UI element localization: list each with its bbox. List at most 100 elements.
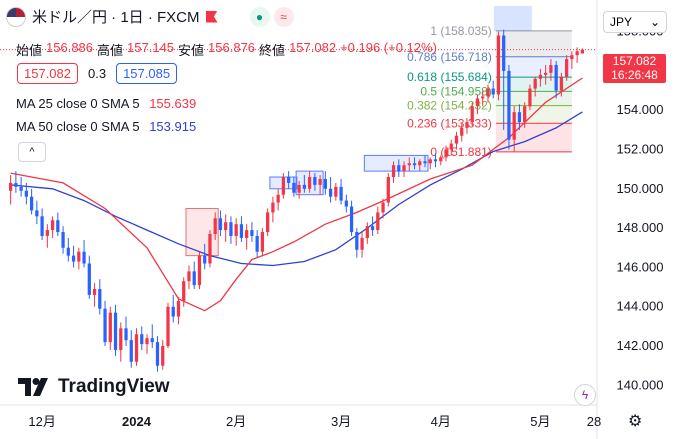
candle-body [182,281,186,301]
ma25-line [10,77,583,312]
candle-body [507,70,511,140]
candle-body [239,224,244,238]
candle-body [29,196,34,211]
candle-body [565,59,569,77]
low-label: 安値 [178,43,205,58]
time-tick-label: 4月 [431,414,451,429]
candle-body [297,184,301,193]
time-tick-label: 5月 [530,414,550,429]
candle-body [145,338,149,345]
candle-body [533,78,537,89]
candle-body [349,206,354,233]
sell-button[interactable]: 157.082 [17,63,78,84]
wave-icon[interactable]: ≈ [273,6,294,27]
tradingview-mark-icon [18,378,48,396]
candle-body [439,157,443,162]
price-tick-label: 140.000 [617,377,664,392]
change-value: +0.196 (+0.12%) [340,40,437,55]
candle-body [360,237,364,250]
candle-body [98,289,102,309]
lightning-icon[interactable]: ϟ [574,384,596,406]
price-tick-label: 152.000 [617,142,664,157]
candle-body [502,35,506,71]
candle-body [276,194,280,203]
candle-body [134,334,139,362]
price-tick-label: 150.000 [617,181,664,196]
us-flag-icon [6,6,26,27]
candle-body [129,340,133,362]
candle-body [418,161,422,166]
collapse-legend-button[interactable]: ^ [18,142,46,162]
candle-body [19,186,23,191]
candle-body [87,263,91,295]
chart-header: 米ドル／円 · 1日 · FXCM ● ≈ [6,6,294,27]
candle-body [213,218,217,235]
close-value: 157.082 [289,40,337,55]
ma25-legend[interactable]: MA 25 close 0 SMA 5 155.639 [16,96,196,111]
candle-body [108,312,112,343]
candle-body [302,184,306,189]
open-label: 始値 [16,43,43,58]
fib-level-label: 1 (158.035) [430,24,491,38]
candle-body [538,74,543,79]
range-box [185,207,219,257]
ma50-legend[interactable]: MA 50 close 0 SMA 5 153.915 [16,119,196,134]
candle-body [344,200,348,207]
fib-zone [495,91,572,106]
candle-body [355,232,359,250]
candle-body [376,212,380,231]
candle-body [449,143,453,150]
price-tick-label: 146.000 [617,259,664,274]
gear-icon[interactable]: ⚙ [628,413,643,430]
candle-body [391,165,396,178]
candle-body [245,230,249,238]
candle-body [124,328,128,341]
candle-body [386,177,390,203]
open-value: 156.886 [46,40,94,55]
candle-body [77,251,81,262]
candle-body [50,220,55,231]
candle-body [313,177,317,185]
fib-level-label: 0.236 (153.333) [407,116,492,130]
dot-icon[interactable]: ● [249,6,270,27]
candle-body [119,328,123,350]
candle-body [370,226,375,231]
candle-body [229,222,233,236]
candle-body [224,222,228,231]
candle-body [161,346,165,366]
price-tick-label: 154.000 [617,102,664,117]
candle-body [323,178,327,189]
candle-body [402,165,406,172]
ma50-value: 153.915 [149,119,197,134]
ma25-value: 155.639 [149,96,197,111]
currency-selector[interactable]: JPY ⌄ [603,11,667,33]
candle-body [187,271,191,282]
candle-body [423,161,427,164]
fib-level-label: 0.5 (154.958) [420,84,491,98]
candle-body [559,76,564,91]
candle-body [82,251,86,264]
candle-body [334,186,338,197]
time-tick-label: 28 [587,414,601,429]
high-label: 高値 [97,43,124,58]
ohlc-legend: 始値 156.886 高値 157.145 安値 156.876 終値 157.… [16,40,437,59]
candle-body [523,106,527,122]
candle-body [281,177,286,195]
fib-level-label: 0.786 (156.718) [407,50,492,64]
tradingview-logo[interactable]: TradingView [18,376,170,398]
current-price: 157.082 [612,54,657,68]
fib-level-label: 0.618 (155.684) [407,70,492,84]
buy-button[interactable]: 157.085 [116,63,178,84]
candle-body [496,35,501,95]
candle-body [71,255,76,262]
candle-body [544,72,548,75]
candle-body [45,230,49,236]
candle-body [260,232,265,252]
candle-body [40,216,44,236]
candle-body [428,159,432,164]
time-tick-label: 12月 [28,414,55,429]
red-flag-icon[interactable] [205,10,218,23]
symbol-title[interactable]: 米ドル／円 · 1日 · FXCM [32,9,200,26]
candle-body [218,218,223,231]
